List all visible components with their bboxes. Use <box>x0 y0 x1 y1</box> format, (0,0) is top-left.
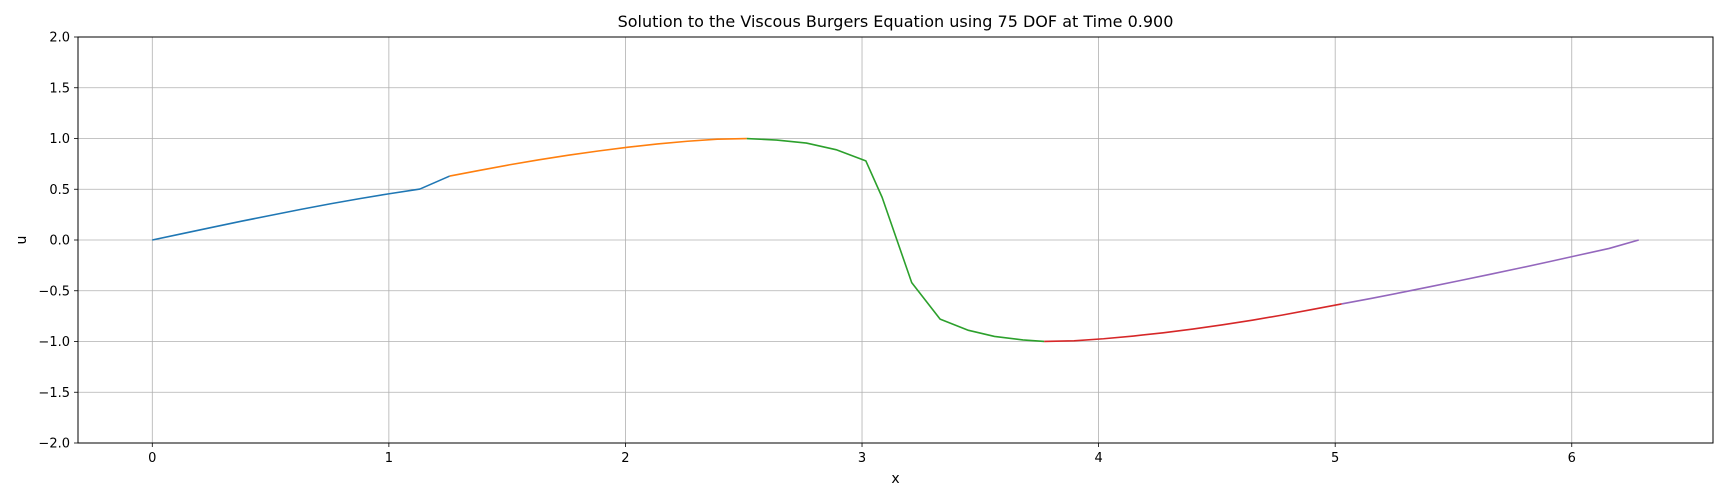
x-tick-label: 4 <box>1094 451 1102 466</box>
y-tick-label: 1.5 <box>49 81 70 96</box>
x-tick-label: 6 <box>1568 451 1576 466</box>
series-line-1 <box>152 175 450 241</box>
x-axis-title: x <box>891 471 899 487</box>
y-tick-label: −1.5 <box>38 386 70 401</box>
x-tick-label: 2 <box>621 451 629 466</box>
y-tick-label: −0.5 <box>38 284 70 299</box>
chart-title: Solution to the Viscous Burgers Equation… <box>618 12 1174 31</box>
x-tick-label: 1 <box>385 451 393 466</box>
series-line-5 <box>1341 239 1639 305</box>
y-tick-label: 2.0 <box>49 31 70 46</box>
x-axis-ticks: 0 1 2 3 4 5 6 <box>148 443 1576 466</box>
y-tick-label: 1.0 <box>49 132 70 147</box>
y-axis-ticks: −2.0 −1.5 −1.0 −0.5 0.0 0.5 1.0 1.5 2.0 <box>38 31 78 452</box>
y-axis-title: u <box>14 236 30 245</box>
series-line-3 <box>746 137 1045 343</box>
x-tick-label: 3 <box>858 451 866 466</box>
y-tick-label: −1.0 <box>38 335 70 350</box>
x-tick-label: 5 <box>1331 451 1339 466</box>
y-tick-label: 0.0 <box>49 234 70 249</box>
series-line-4 <box>1044 303 1342 343</box>
y-tick-label: −2.0 <box>38 437 70 452</box>
y-tick-label: 0.5 <box>49 183 70 198</box>
grid <box>78 36 1713 444</box>
x-tick-label: 0 <box>148 451 156 466</box>
series-line-2 <box>449 137 747 177</box>
series-lines <box>152 137 1639 343</box>
